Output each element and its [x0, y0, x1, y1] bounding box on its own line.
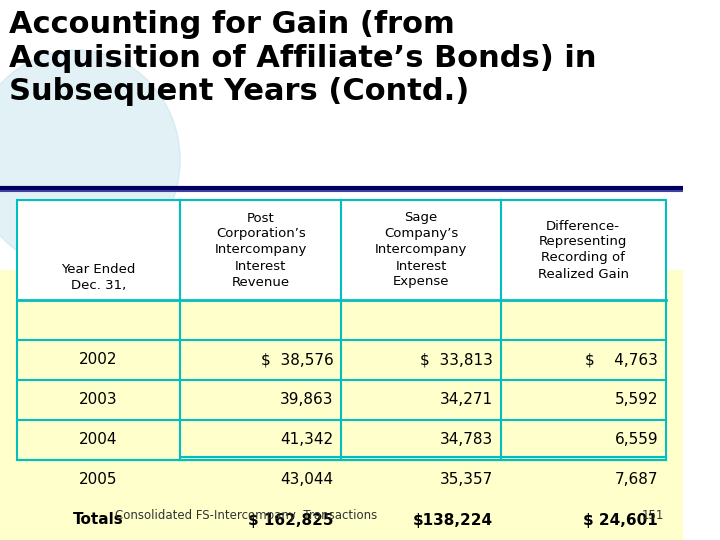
Text: $    4,763: $ 4,763 [585, 353, 658, 368]
Text: 34,783: 34,783 [440, 433, 493, 448]
Text: 2003: 2003 [79, 393, 118, 408]
Text: 39,863: 39,863 [280, 393, 334, 408]
Text: 2005: 2005 [79, 472, 118, 488]
Bar [17, 200, 666, 460]
Text: Year Ended
Dec. 31,: Year Ended Dec. 31, [61, 263, 136, 292]
Text: 35,357: 35,357 [440, 472, 493, 488]
Text: 43,044: 43,044 [281, 472, 334, 488]
Text: Difference-
Representing
Recording of
Realized Gain: Difference- Representing Recording of Re… [538, 219, 629, 280]
Text: 7,687: 7,687 [615, 472, 658, 488]
Text: Sage
Company’s
Intercompany
Interest
Expense: Sage Company’s Intercompany Interest Exp… [375, 212, 467, 288]
Text: $138,224: $138,224 [413, 512, 493, 528]
Text: $ 24,601: $ 24,601 [583, 512, 658, 528]
Text: Totals: Totals [73, 512, 124, 528]
Text: $  33,813: $ 33,813 [420, 353, 493, 368]
Text: $ 162,825: $ 162,825 [248, 512, 334, 528]
Text: $  38,576: $ 38,576 [261, 353, 334, 368]
Bar [0, 270, 683, 540]
Bar [0, 0, 683, 270]
Text: Consolidated FS-Intercompany  Transactions: Consolidated FS-Intercompany Transaction… [115, 509, 378, 522]
Text: 2004: 2004 [79, 433, 118, 448]
Text: 5,592: 5,592 [615, 393, 658, 408]
Text: 41,342: 41,342 [281, 433, 334, 448]
Text: 34,271: 34,271 [440, 393, 493, 408]
Text: 6,559: 6,559 [614, 433, 658, 448]
Text: 151: 151 [642, 509, 664, 522]
Bar [17, 200, 666, 300]
Text: Post
Corporation’s
Intercompany
Interest
Revenue: Post Corporation’s Intercompany Interest… [215, 212, 307, 288]
Text: 2002: 2002 [79, 353, 118, 368]
Text: Accounting for Gain (from
Acquisition of Affiliate’s Bonds) in
Subsequent Years : Accounting for Gain (from Acquisition of… [9, 10, 597, 106]
Circle shape [0, 50, 180, 270]
